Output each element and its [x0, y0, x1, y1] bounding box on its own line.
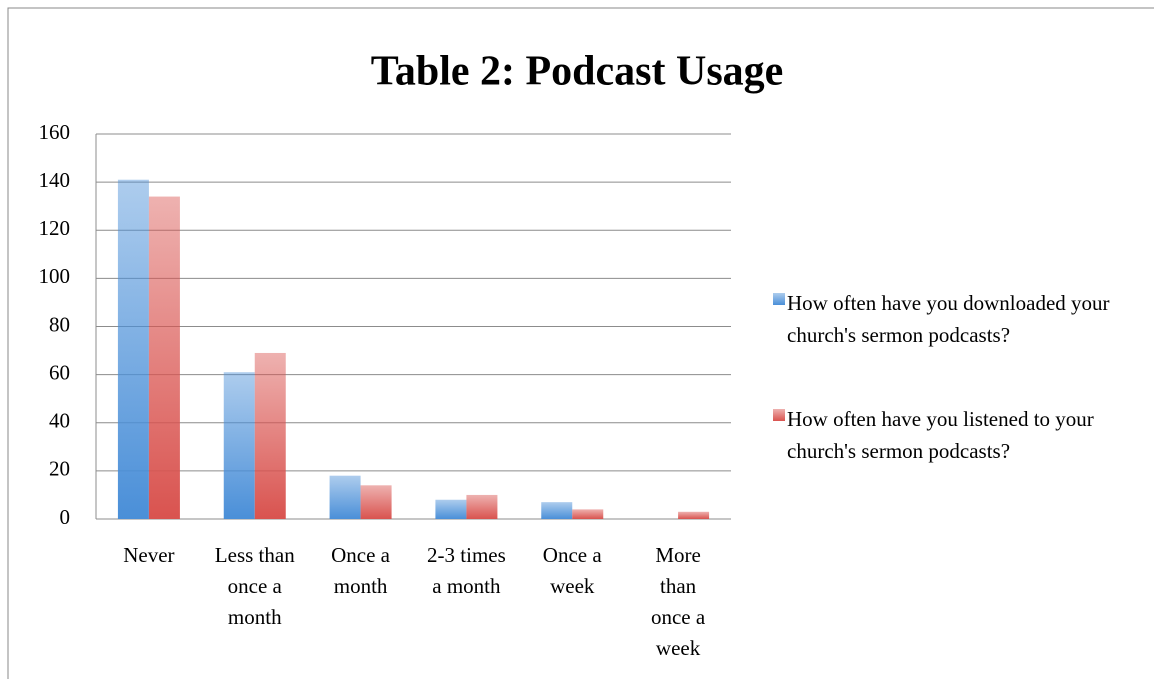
bar	[360, 485, 392, 519]
chart-frame	[7, 7, 1154, 679]
legend-swatch	[773, 409, 785, 421]
bar	[148, 196, 180, 519]
x-tick-label: Once a week	[543, 543, 603, 598]
y-tick-label: 40	[49, 409, 70, 433]
y-tick-label: 80	[49, 312, 70, 336]
y-tick-label: 140	[39, 168, 71, 192]
legend-label: How often have you listened to your churc…	[787, 407, 1094, 463]
y-tick-label: 0	[60, 505, 71, 529]
bar	[678, 511, 710, 519]
bar	[435, 499, 467, 519]
x-tick-label: Once a month	[331, 543, 391, 598]
bar	[329, 475, 361, 519]
legend-label: How often have you downloaded your church…	[787, 291, 1110, 347]
y-tick-label: 60	[49, 360, 70, 384]
x-tick-label: Never	[123, 543, 174, 567]
x-tick-label: 2-3 times a month	[427, 543, 506, 598]
y-tick-label: 20	[49, 457, 70, 481]
bar	[254, 352, 286, 519]
bar	[572, 509, 604, 519]
chart-title: Table 2: Podcast Usage	[371, 49, 784, 95]
bar	[541, 502, 573, 519]
y-tick-label: 160	[39, 120, 71, 144]
x-tick-label: Less than once a month	[215, 543, 295, 629]
bar	[466, 494, 498, 519]
x-tick-label: More than once a week	[651, 543, 706, 660]
y-tick-label: 120	[39, 216, 71, 240]
bar	[117, 179, 149, 519]
y-tick-label: 100	[39, 264, 71, 288]
legend-swatch	[773, 293, 785, 305]
bar	[223, 372, 255, 519]
